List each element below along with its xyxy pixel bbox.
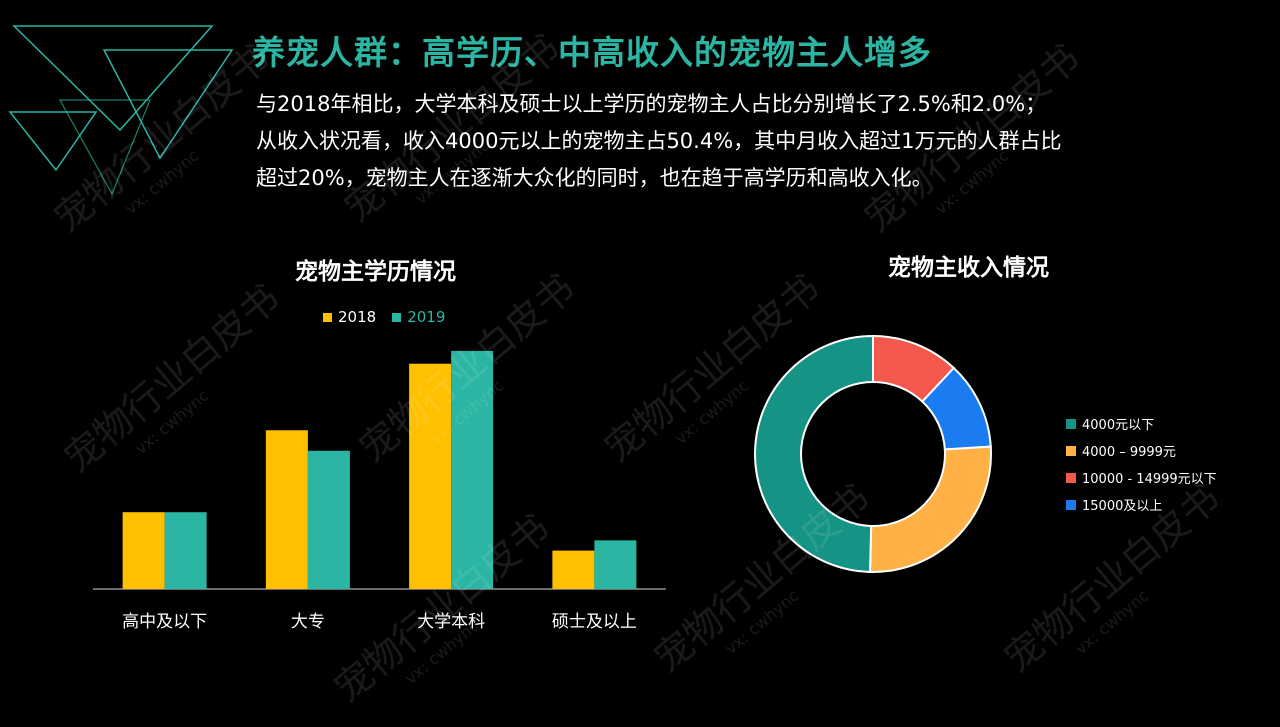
legend-label: 4000元以下	[1082, 418, 1155, 433]
legend-item-2019: 2019	[392, 308, 445, 326]
legend-label: 2018	[338, 308, 377, 326]
summary-line: 与2018年相比，大学本科及硕士以上学历的宠物主人占比分别增长了2.5%和2.0…	[256, 92, 1047, 116]
bar-chart-title: 宠物主学历情况	[295, 259, 456, 285]
x-tick-label: 大专	[291, 612, 325, 632]
legend-swatch	[1066, 418, 1076, 429]
x-tick-label: 硕士及以上	[552, 612, 637, 632]
triangle-decoration	[8, 25, 234, 196]
legend-swatch	[1066, 472, 1076, 483]
x-tick-label: 高中及以下	[122, 612, 207, 632]
bar-2018-3	[552, 550, 595, 589]
legend-label: 10000 - 14999元以下	[1082, 472, 1217, 487]
bar-2019-2	[451, 350, 494, 589]
bar-chart-legend: 2018 2019	[323, 308, 445, 326]
legend-item-income-4: 15000及以上	[1066, 491, 1217, 518]
income-donut-chart	[754, 334, 992, 573]
donut-chart-title: 宠物主收入情况	[888, 255, 1049, 281]
summary-line: 从收入状况看，收入4000元以上的宠物主占50.4%，其中月收入超过1万元的人群…	[256, 129, 1062, 153]
donut-slice-2	[869, 445, 992, 573]
bar-2019-3	[594, 540, 637, 589]
bar-2018-0	[122, 512, 165, 589]
legend-swatch	[323, 312, 332, 322]
donut-slice-1	[754, 334, 874, 573]
slide-title: 养宠人群：高学历、中高收入的宠物主人增多	[252, 33, 932, 72]
legend-swatch	[392, 312, 402, 322]
bar-2018-2	[409, 363, 452, 589]
legend-item-income-1: 4000元以下	[1066, 410, 1217, 437]
bar-2019-0	[164, 512, 207, 589]
legend-item-income-3: 10000 - 14999元以下	[1066, 464, 1217, 491]
donut-chart-legend: 4000元以下 4000 – 9999元 10000 - 14999元以下 15…	[1066, 410, 1217, 518]
legend-swatch	[1066, 499, 1076, 510]
legend-label: 2019	[407, 308, 446, 326]
legend-label: 15000及以上	[1082, 499, 1163, 514]
legend-item-income-2: 4000 – 9999元	[1066, 437, 1217, 464]
legend-swatch	[1066, 445, 1076, 456]
x-tick-label: 大学本科	[417, 612, 485, 632]
bar-2019-1	[307, 450, 350, 589]
education-bar-chart: 高中及以下 大专 大学本科 硕士及以上	[93, 350, 666, 632]
summary-paragraph: 与2018年相比，大学本科及硕士以上学历的宠物主人占比分别增长了2.5%和2.0…	[256, 86, 1062, 197]
legend-item-2018: 2018	[323, 308, 376, 326]
bar-2018-1	[265, 430, 308, 589]
summary-line: 超过20%，宠物主人在逐渐大众化的同时，也在趋于高学历和高收入化。	[256, 166, 933, 190]
legend-label: 4000 – 9999元	[1082, 445, 1176, 460]
